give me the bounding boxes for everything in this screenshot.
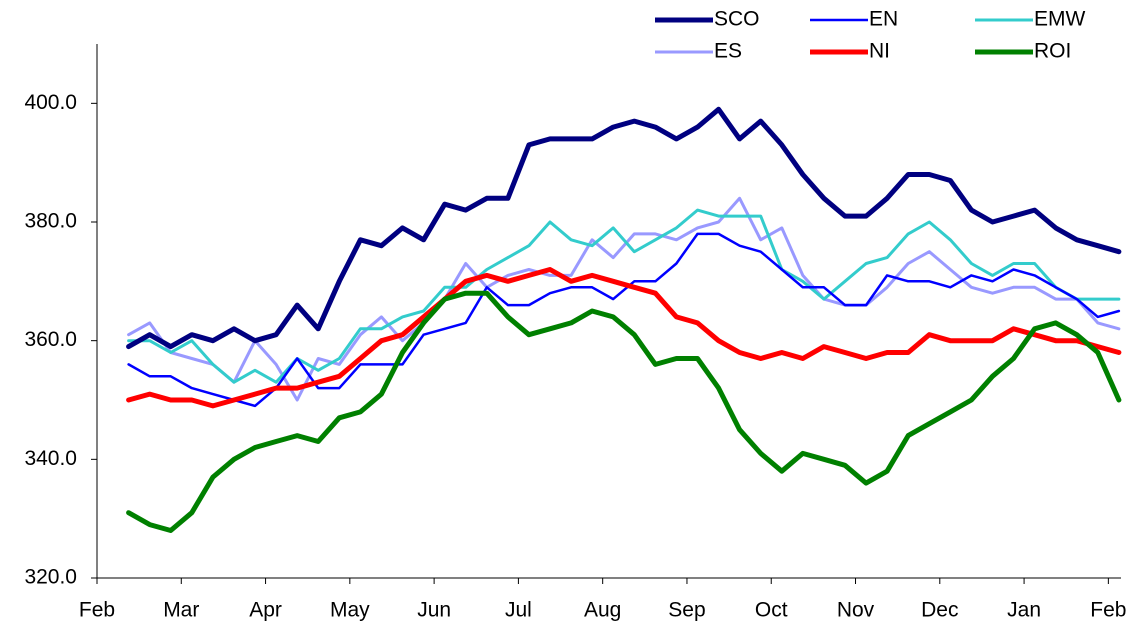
series-line (126, 106, 1122, 350)
legend-label: EMW (1034, 8, 1086, 31)
legend-label: NI (869, 40, 890, 63)
x-tick-label: Mar (163, 599, 199, 622)
x-tick-label: Jun (417, 599, 451, 622)
y-tick-label: 360.0 (24, 328, 77, 351)
series-line (126, 267, 1122, 409)
legend-label: SCO (714, 8, 760, 31)
legend-label: EN (869, 8, 898, 31)
series-line (127, 232, 1121, 408)
x-tick-label: Jan (1007, 599, 1041, 622)
x-tick-label: Dec (921, 599, 958, 622)
series-line (127, 208, 1121, 384)
x-tick-label: Feb (79, 599, 115, 622)
x-tick-label: May (330, 599, 370, 622)
legend-label: ES (714, 40, 742, 63)
x-tick-label: Feb (1090, 599, 1126, 622)
y-tick-label: 400.0 (24, 91, 77, 114)
x-tick-label: Jul (505, 599, 532, 622)
x-tick-label: Aug (584, 599, 621, 622)
series-line (126, 290, 1122, 533)
x-tick-label: Sep (668, 599, 705, 622)
x-tick-label: Nov (837, 599, 875, 622)
y-tick-label: 320.0 (24, 566, 77, 589)
legend-label: ROI (1034, 40, 1071, 63)
y-tick-label: 380.0 (24, 210, 77, 233)
y-tick-label: 340.0 (24, 447, 77, 470)
series-line (127, 196, 1121, 402)
x-tick-label: Oct (755, 599, 788, 622)
x-tick-label: Apr (249, 599, 282, 622)
